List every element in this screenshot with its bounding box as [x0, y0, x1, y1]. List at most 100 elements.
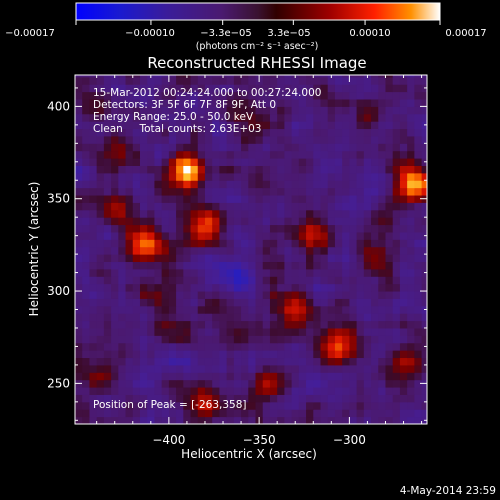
heatmap-cell	[226, 209, 235, 218]
heatmap-cell	[183, 224, 192, 233]
heatmap-cell	[306, 357, 314, 366]
heatmap-cell	[371, 320, 379, 329]
heatmap-cell	[334, 379, 343, 388]
heatmap-cell	[103, 91, 112, 100]
heatmap-cell	[111, 202, 119, 211]
heatmap-cell	[212, 313, 220, 322]
heatmap-cell	[356, 84, 365, 93]
heatmap-cell	[154, 158, 163, 166]
heatmap-cell	[132, 106, 141, 115]
heatmap-cell	[414, 313, 423, 322]
heatmap-cell	[125, 106, 134, 115]
heatmap-cell	[132, 158, 141, 166]
heatmap-cell	[103, 416, 112, 424]
heatmap-cell	[298, 327, 307, 336]
heatmap-cell	[204, 165, 213, 174]
heatmap-cell	[96, 394, 105, 403]
heatmap-cell	[82, 305, 90, 314]
heatmap-cell	[298, 254, 307, 263]
heatmap-cell	[96, 91, 105, 100]
heatmap-cell	[183, 195, 192, 203]
heatmap-cell	[226, 320, 235, 329]
heatmap-cell	[371, 342, 379, 351]
heatmap-cell	[168, 224, 177, 233]
heatmap-cell	[89, 320, 98, 329]
heatmap-cell	[147, 261, 155, 270]
heatmap-cell	[277, 350, 285, 359]
heatmap-cell	[82, 121, 90, 130]
heatmap-cell	[342, 342, 350, 351]
heatmap-cell	[132, 254, 141, 263]
heatmap-cell	[298, 217, 307, 226]
heatmap-cell	[284, 75, 293, 78]
heatmap-cell	[378, 327, 386, 336]
heatmap-cell	[176, 121, 184, 130]
heatmap-cell	[262, 379, 271, 388]
heatmap-cell	[161, 379, 170, 388]
heatmap-cell	[204, 364, 213, 373]
heatmap-cell	[248, 231, 257, 240]
heatmap-cell	[204, 416, 213, 424]
heatmap-cell	[262, 364, 271, 373]
heatmap-cell	[75, 401, 83, 410]
heatmap-cell	[248, 217, 257, 226]
heatmap-cell	[334, 246, 343, 255]
heatmap-cell	[190, 305, 199, 314]
heatmap-cell	[327, 416, 336, 424]
heatmap-cell	[342, 99, 350, 107]
heatmap-cell	[277, 202, 285, 211]
heatmap-cell	[226, 143, 235, 152]
heatmap-cell	[176, 209, 184, 218]
heatmap-cell	[161, 135, 170, 144]
heatmap-cell	[255, 364, 264, 373]
heatmap-cell	[320, 135, 329, 144]
heatmap-cell	[356, 202, 365, 211]
heatmap-cell	[212, 416, 220, 424]
heatmap-cell	[103, 99, 112, 107]
heatmap-cell	[334, 128, 343, 137]
heatmap-cell	[226, 254, 235, 263]
heatmap-cell	[277, 298, 285, 307]
heatmap-cell	[356, 239, 365, 248]
heatmap-cell	[168, 246, 177, 255]
heatmap-cell	[284, 202, 293, 211]
heatmap-cell	[161, 209, 170, 218]
heatmap-cell	[82, 409, 90, 418]
heatmap-cell	[392, 254, 401, 263]
heatmap-cell	[132, 335, 141, 344]
heatmap-cell	[96, 372, 105, 381]
heatmap-cell	[298, 313, 307, 322]
heatmap-cell	[248, 135, 257, 144]
heatmap-cell	[103, 217, 112, 226]
heatmap-cell	[125, 291, 134, 299]
heatmap-cell	[298, 231, 307, 240]
heatmap-cell	[248, 202, 257, 211]
heatmap-cell	[349, 416, 358, 424]
heatmap-cell	[118, 143, 127, 152]
heatmap-cell	[168, 158, 177, 166]
heatmap-cell	[139, 401, 148, 410]
heatmap-cell	[255, 187, 264, 196]
heatmap-cell	[154, 276, 163, 285]
heatmap-cell	[356, 254, 365, 263]
heatmap-cell	[414, 99, 423, 107]
heatmap-cell	[154, 372, 163, 381]
heatmap-cell	[248, 165, 257, 174]
heatmap-cell	[342, 143, 350, 152]
x-tick-label: −400	[152, 433, 185, 447]
heatmap-cell	[96, 254, 105, 263]
heatmap-cell	[421, 128, 427, 137]
heatmap-cell	[385, 106, 394, 115]
heatmap-cell	[269, 261, 278, 270]
heatmap-cell	[407, 276, 415, 285]
heatmap-cell	[183, 276, 192, 285]
heatmap-cell	[125, 283, 134, 292]
heatmap-cell	[262, 283, 271, 292]
heatmap-cell	[320, 254, 329, 263]
heatmap-cell	[168, 121, 177, 130]
heatmap-cell	[342, 239, 350, 248]
heatmap-cell	[421, 313, 427, 322]
heatmap-cell	[75, 320, 83, 329]
heatmap-cell	[89, 298, 98, 307]
heatmap-cell	[277, 91, 285, 100]
